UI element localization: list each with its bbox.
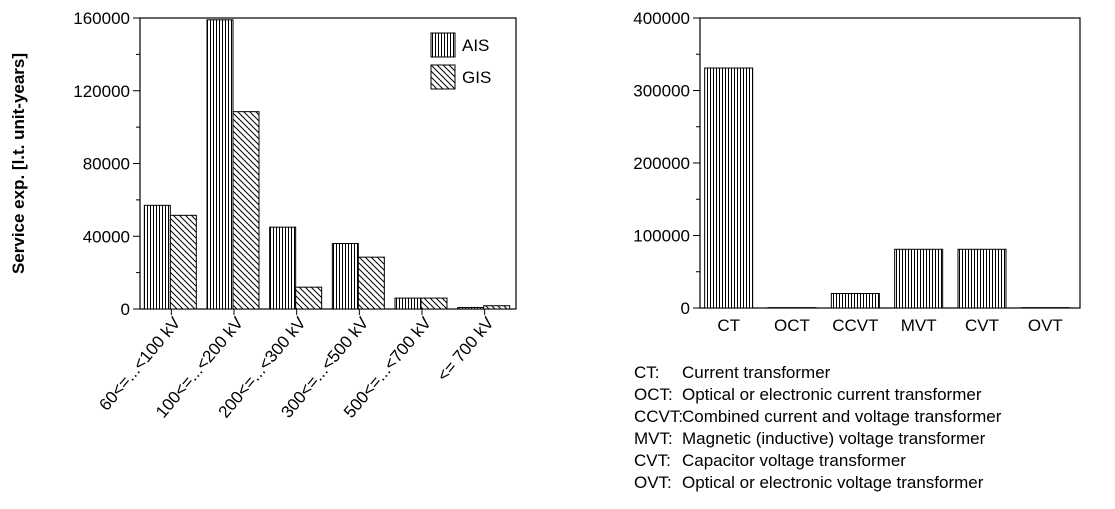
abbreviation-text: Magnetic (inductive) voltage transformer: [682, 429, 986, 448]
abbreviation-item: CT: Current transformer: [634, 362, 1001, 384]
abbreviation-code: MVT:: [634, 429, 673, 448]
y-tick-label: 400000: [633, 9, 690, 28]
abbreviation-item: CCVT: Combined current and voltage transf…: [634, 406, 1001, 428]
bar-ais: [269, 226, 297, 310]
bar-ais: [143, 204, 171, 310]
y-tick-label: 0: [681, 299, 690, 318]
y-tick-label: 80000: [83, 155, 130, 174]
abbreviation-code: CCVT:: [634, 407, 684, 426]
bar-gis: [420, 297, 448, 310]
x-tick-label: <= 700 kV: [433, 313, 498, 385]
bar-gis: [232, 111, 260, 310]
x-tick-label: CCVT: [832, 316, 878, 335]
legend-swatch-ais: [430, 32, 456, 58]
abbreviation-list: CT: Current transformer OCT: Optical or el…: [634, 362, 1001, 494]
bar-ct: [704, 67, 754, 309]
legend-label-gis: GIS: [462, 68, 491, 87]
bar-cvt: [957, 248, 1007, 309]
x-tick-label: OCT: [774, 316, 810, 335]
y-tick-label: 40000: [83, 227, 130, 246]
y-tick-label: 100000: [633, 227, 690, 246]
right-bar-chart: 0 100000 200000 300000 400000 CT OCT CCVT MVT CVT…: [633, 9, 1081, 335]
x-tick-label: OVT: [1028, 316, 1063, 335]
abbreviation-code: CT:: [634, 363, 660, 382]
bar-ais: [394, 297, 422, 310]
abbreviation-item: OCT: Optical or electronic current transf…: [634, 384, 1001, 406]
abbreviation-code: OVT:: [634, 473, 672, 492]
bar-gis: [357, 256, 385, 310]
y-tick-label: 120000: [73, 82, 130, 101]
abbreviation-text: Current transformer: [682, 363, 831, 382]
abbreviation-text: Optical or electronic voltage transforme…: [682, 473, 984, 492]
bar-ccvt: [830, 293, 880, 309]
abbreviation-text: Combined current and voltage transformer: [682, 407, 1002, 426]
x-tick-label: CT: [717, 316, 740, 335]
plot-frame: [699, 17, 1081, 309]
bar-mvt: [894, 248, 944, 309]
y-axis-title: Service exp. [l.t. unit-years]: [9, 53, 28, 274]
legend-label-ais: AIS: [462, 36, 489, 55]
bar-gis: [169, 214, 197, 310]
y-tick-label: 300000: [633, 82, 690, 101]
x-tick-label: CVT: [965, 316, 999, 335]
abbreviation-code: OCT:: [634, 385, 673, 404]
bar-gis: [295, 286, 323, 310]
bar-ais: [457, 307, 485, 310]
abbreviation-item: OVT: Optical or electronic voltage transf…: [634, 472, 1001, 494]
y-tick-label: 0: [121, 300, 130, 319]
bar-ais: [206, 19, 234, 310]
abbreviation-code: CVT:: [634, 451, 671, 470]
legend-swatch-gis: [430, 64, 456, 90]
left-bar-chart: 0 40000 80000 120000 160000 Service exp. [l.t…: [9, 9, 517, 422]
abbreviation-item: CVT: Capacitor voltage transformer: [634, 450, 1001, 472]
abbreviation-item: MVT: Magnetic (inductive) voltage transfo…: [634, 428, 1001, 450]
x-tick-label: MVT: [901, 316, 937, 335]
abbreviation-text: Optical or electronic current transforme…: [682, 385, 982, 404]
bar-gis: [483, 305, 511, 310]
bar-ais: [331, 243, 359, 310]
y-tick-label: 200000: [633, 154, 690, 173]
abbreviation-text: Capacitor voltage transformer: [682, 451, 906, 470]
y-tick-label: 160000: [73, 9, 130, 28]
